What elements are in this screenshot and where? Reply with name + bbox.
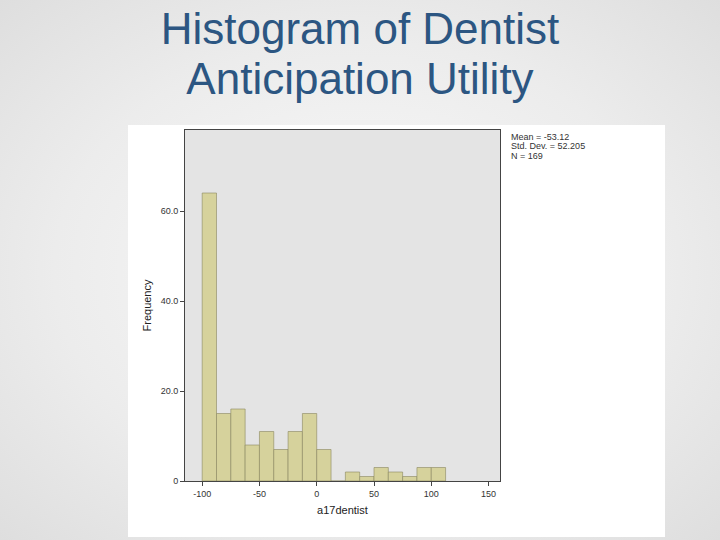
svg-text:50: 50 [369,489,379,499]
svg-text:N = 169: N = 169 [511,151,543,161]
svg-text:20.0: 20.0 [161,386,179,396]
svg-text:-100: -100 [193,489,211,499]
html-text:Histogram of Dentist Anticipat: Histogram of Dentist Anticipation Utilit… [160,4,560,103]
svg-text:60.0: 60.0 [161,206,179,216]
svg-text:-50: -50 [253,489,266,499]
svg-text:150: 150 [481,489,496,499]
svg-text:Mean = -53.12: Mean = -53.12 [511,132,569,142]
svg-text:0: 0 [173,476,178,486]
svg-text:Std. Dev. = 52.205: Std. Dev. = 52.205 [511,141,585,151]
svg-text:100: 100 [424,489,439,499]
svg-text:0: 0 [314,489,319,499]
svg-text:a17dentist: a17dentist [317,504,368,516]
svg-text:40.0: 40.0 [161,296,179,306]
svg-text:Frequency: Frequency [141,279,153,331]
